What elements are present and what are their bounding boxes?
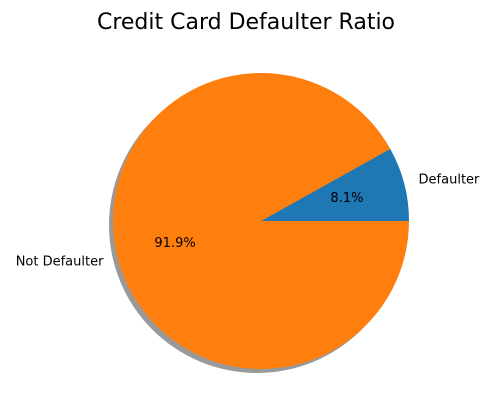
percent-label-defaulter: 8.1% <box>330 191 363 206</box>
percent-label-not-defaulter: 91.9% <box>154 236 195 251</box>
label-layer: Defaulter 8.1% Not Defaulter 91.9% <box>16 173 480 270</box>
chart-title: Credit Card Defaulter Ratio <box>97 10 395 35</box>
slice-layer <box>113 73 409 369</box>
slice-label-not-defaulter: Not Defaulter <box>16 254 104 269</box>
pie-slice-not-defaulter <box>113 73 409 369</box>
pie-slice-defaulter <box>261 148 409 221</box>
slice-label-defaulter: Defaulter <box>419 173 480 188</box>
